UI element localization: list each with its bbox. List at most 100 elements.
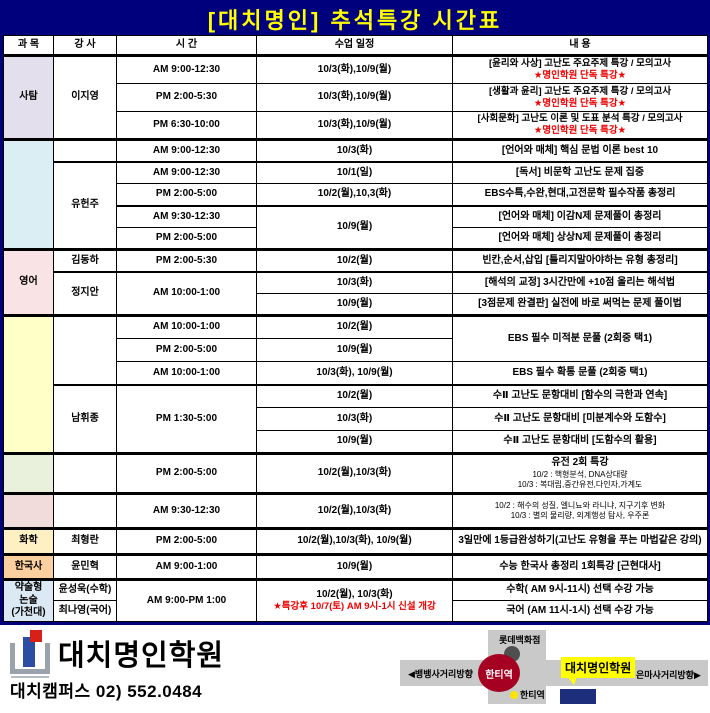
time-cell: AM 10:00-1:00 bbox=[116, 270, 257, 316]
content-cell: 수학( AM 9시-11시) 선택 수강 가능 bbox=[452, 578, 708, 601]
time-cell: PM 2:00-5:00 bbox=[116, 183, 257, 206]
content-cell: [언어와 매체] 상상N제 문제풀이 총정리 bbox=[452, 227, 708, 250]
date-note: ★특강후 10/7(토) AM 9시-1시 신설 개강 bbox=[273, 601, 436, 613]
hanti-exit-label: 한티역 bbox=[510, 688, 545, 701]
date-cell: 10/3(화), 10/9(월) bbox=[256, 361, 453, 385]
teacher-cell: 남휘종 bbox=[53, 383, 117, 454]
academy-name: 대치명인학원 bbox=[58, 640, 225, 672]
content-line: 10/3 : 복대립,중간유전,다인자,가계도 bbox=[517, 479, 643, 489]
horizontal-road bbox=[400, 660, 708, 686]
content-cell: 수Ⅱ 고난도 문항대비 [도함수의 활용] bbox=[452, 430, 708, 454]
academy-logo-icon bbox=[8, 630, 52, 678]
subject-cell-history: 한국사 bbox=[3, 553, 54, 580]
logo-caption bbox=[11, 676, 49, 678]
timetable-frame: [대치명인] 추석특강 시간표 과 목 강 사 시 간 수업 일정 내 용 사탐… bbox=[0, 0, 710, 625]
time-cell: AM 9:30-12:30 bbox=[116, 204, 257, 228]
table-row: PM 2:00-5:00 10/9(월) bbox=[4, 338, 708, 362]
direction-left-label: ◀뱅뱅사거리방향 bbox=[408, 669, 473, 679]
header-schedule: 수업 일정 bbox=[256, 35, 453, 56]
content-cell: 빈칸,순서,삽입 [틀리지말아야하는 유형 총정리] bbox=[452, 248, 708, 272]
header-subject: 과 목 bbox=[3, 35, 54, 56]
academy-map-label: 대치명인학원 bbox=[561, 657, 636, 678]
table-row: AM 9:00-12:30 10/3(화) [언어와 매체] 핵심 문법 이론 … bbox=[3, 138, 708, 250]
subject-cell-essay: 약술형 논술 (가천대) bbox=[3, 578, 54, 622]
content-cell: [생활과 윤리] 고난도 주요주제 특강 / 모의고사 ★명인학원 단독 특강★ bbox=[452, 83, 708, 112]
table-row: 최나영(국어) 국어 (AM 11시-1시) 선택 수강 가능 bbox=[4, 600, 708, 622]
time-cell: AM 9:00-1:00 bbox=[116, 553, 257, 580]
logo-blue-bar bbox=[23, 637, 35, 667]
teacher-cell bbox=[53, 314, 117, 385]
date-cell: 10/2(월),10/3(화), 10/9(월) bbox=[256, 527, 453, 555]
header-teacher: 강 사 bbox=[53, 35, 117, 56]
subject-cell-biology bbox=[3, 452, 54, 494]
content-title: 유전 2회 특강 bbox=[551, 457, 609, 469]
campus-phone: 대치캠퍼스 02) 552.0484 bbox=[10, 682, 203, 701]
time-cell: AM 9:00-12:30 bbox=[116, 160, 257, 184]
time-cell: PM 6:30-10:00 bbox=[116, 111, 257, 140]
hanti-exit-text: 한티역 bbox=[520, 690, 545, 700]
logo-red-square bbox=[30, 630, 42, 642]
date-line: 10/2(월), 10/3(화) bbox=[316, 588, 393, 600]
content-cell: 3일만에 1등급완성하기(고난도 유형을 푸는 마법같은 강의) bbox=[452, 527, 708, 555]
content-cell: [독서] 비문학 고난도 문제 집중 bbox=[452, 160, 708, 184]
table-row: AM 10:00-1:00 10/3(화), 10/9(월) EBS 필수 확통… bbox=[4, 361, 708, 385]
date-cell: 10/2(월) bbox=[256, 314, 453, 339]
time-cell: AM 9:00-12:30 bbox=[116, 138, 257, 162]
content-cell: [해석의 교정] 3시간만에 +10점 올리는 해석법 bbox=[452, 270, 708, 294]
date-cell: 10/2(월),10/3(화) bbox=[256, 452, 453, 494]
date-cell: 10/9(월) bbox=[256, 430, 453, 454]
table-row: PM 2:00-5:00 10/2(월),10/3(화) 유전 2회 특강 10… bbox=[3, 452, 708, 494]
subject-cell-chemistry: 화학 bbox=[3, 527, 54, 555]
content-line: [윤리와 사상] 고난도 주요주제 특강 / 모의고사 bbox=[488, 58, 672, 70]
date-cell: 10/2(월) bbox=[256, 383, 453, 408]
content-cell: 수Ⅱ 고난도 문항대비 [함수의 극한과 연속] bbox=[452, 383, 708, 408]
table-row: 약술형 논술 (가천대) 윤성욱(수학) AM 9:00-PM 1:00 10/… bbox=[3, 578, 708, 622]
content-cell: [언어와 매체] 핵심 문법 이론 best 10 bbox=[452, 138, 708, 162]
brand-block: 대치명인학원 대치캠퍼스 02) 552.0484 bbox=[8, 630, 224, 702]
teacher-cell: 정지안 bbox=[53, 270, 117, 316]
date-cell: 10/2(월), 10/3(화) ★특강후 10/7(토) AM 9시-1시 신… bbox=[256, 578, 453, 622]
date-cell: 10/1(일) bbox=[256, 160, 453, 184]
content-line: [사회문화] 고난도 이론 및 도표 분석 특강 / 모의고사 bbox=[477, 113, 683, 125]
teacher-cell: 윤민혁 bbox=[53, 553, 117, 580]
page-title: [대치명인] 추석특강 시간표 bbox=[3, 3, 707, 35]
table-row: 10/9(월) [3점문제 완결판] 실전에 바로 써먹는 문제 풀이법 bbox=[4, 293, 708, 316]
subject-cell-korean bbox=[3, 138, 54, 250]
teacher-cell: 김동하 bbox=[53, 248, 117, 272]
table-row: PM 2:00-5:00 [언어와 매체] 상상N제 문제풀이 총정리 bbox=[4, 227, 708, 250]
table-row: 정지안 AM 10:00-1:00 10/3(화) [해석의 교정] 3시간만에… bbox=[4, 270, 708, 316]
time-cell: PM 2:00-5:00 bbox=[116, 338, 257, 362]
content-cell: EBS 필수 확통 문풀 (2회중 택1) bbox=[452, 361, 708, 385]
date-cell: 10/2(월),10,3(화) bbox=[256, 183, 453, 206]
academy-label-tail bbox=[567, 676, 577, 685]
table-row: AM 9:30-12:30 10/2(월),10/3(화) 10/2 : 해수의… bbox=[3, 492, 708, 529]
date-cell: 10/3(화),10/9(월) bbox=[256, 111, 453, 140]
timetable: 과 목 강 사 시 간 수업 일정 내 용 사탐 이지영 AM 9:00-12:… bbox=[3, 35, 708, 622]
teacher-cell bbox=[53, 138, 117, 162]
table-row: AM 10:00-1:00 10/2(월) EBS 필수 미적분 문풀 (2회중… bbox=[3, 314, 708, 454]
time-cell: PM 2:00-5:00 bbox=[116, 452, 257, 494]
content-note: ★명인학원 단독 특강★ bbox=[533, 70, 627, 81]
table-row: 10/3(화) 수Ⅱ 고난도 문항대비 [미분계수와 도함수] bbox=[4, 407, 708, 431]
teacher-cell bbox=[53, 492, 117, 529]
content-cell: 유전 2회 특강 10/2 : 핵형분석, DNA상대량 10/3 : 복대립,… bbox=[452, 452, 708, 494]
content-cell: [언어와 매체] 이감N제 문제풀이 총정리 bbox=[452, 204, 708, 228]
logo-bracket-shape bbox=[10, 643, 50, 674]
yellow-dot-icon bbox=[510, 690, 518, 699]
header-time: 시 간 bbox=[116, 35, 257, 56]
table-row: 사탐 이지영 AM 9:00-12:30 10/3(화),10/9(월) [윤리… bbox=[3, 54, 708, 140]
teacher-cell: 최나영(국어) bbox=[53, 600, 117, 622]
time-cell: PM 1:30-5:00 bbox=[116, 383, 257, 454]
building-block bbox=[560, 689, 596, 704]
content-note: ★명인학원 단독 특강★ bbox=[533, 97, 627, 109]
time-cell: AM 9:00-PM 1:00 bbox=[116, 578, 257, 622]
table-row: PM 2:00-5:00 10/2(월),10,3(화) EBS수특,수완,현대… bbox=[4, 183, 708, 206]
date-cell: 10/2(월),10/3(화) bbox=[256, 492, 453, 529]
time-cell: AM 10:00-1:00 bbox=[116, 314, 257, 339]
time-cell: PM 2:00-5:30 bbox=[116, 83, 257, 112]
lotte-department-label: 롯데백화점 bbox=[499, 635, 541, 645]
time-cell: PM 2:00-5:00 bbox=[116, 227, 257, 250]
time-cell: PM 2:00-5:30 bbox=[116, 248, 257, 272]
teacher-cell bbox=[53, 452, 117, 494]
teacher-cell: 최형란 bbox=[53, 527, 117, 555]
